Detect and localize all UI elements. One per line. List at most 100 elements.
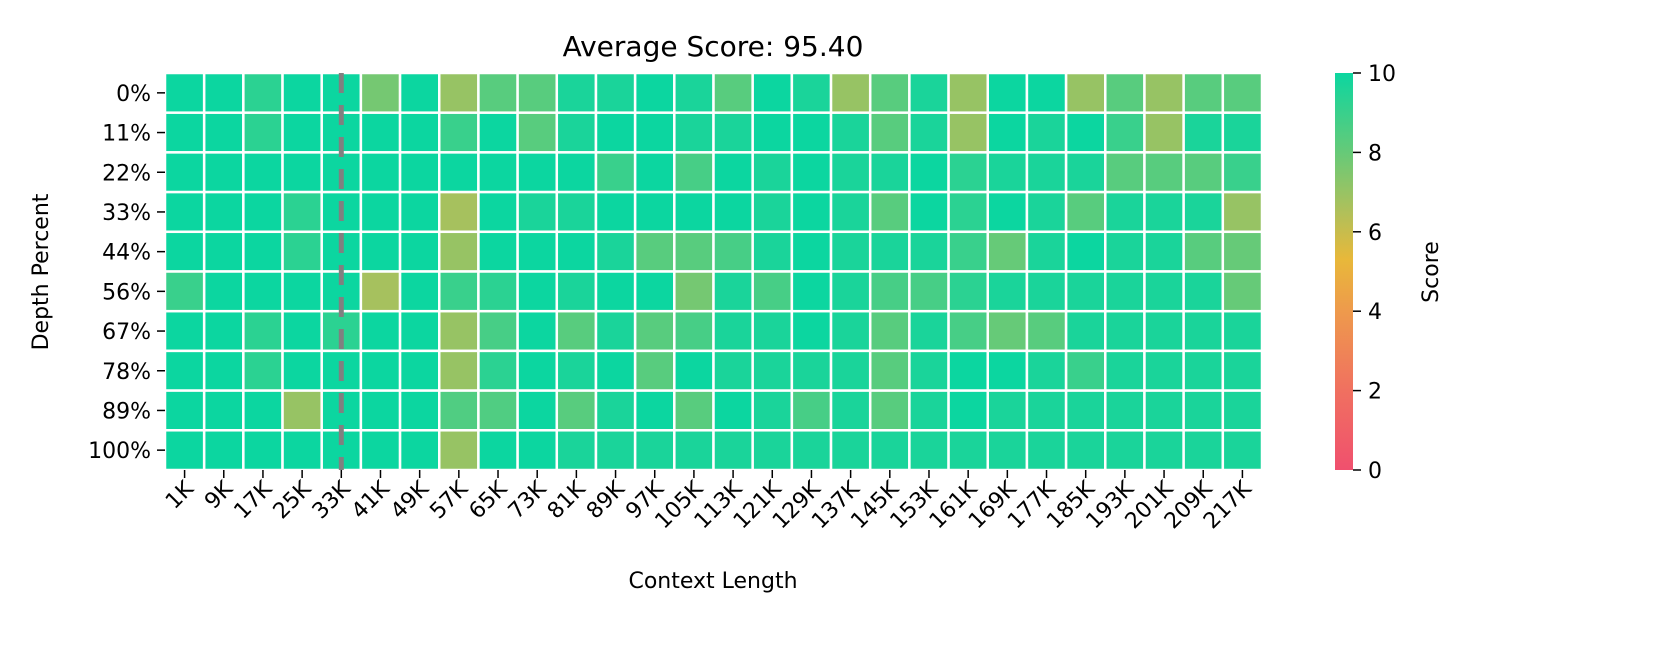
heatmap-cell bbox=[242, 429, 284, 472]
heatmap-cell bbox=[986, 111, 1029, 154]
heatmap-cell bbox=[359, 230, 402, 273]
x-tick-label: 57K bbox=[425, 476, 473, 524]
heatmap-cell bbox=[1064, 270, 1107, 313]
heatmap-cell bbox=[1221, 270, 1264, 313]
heatmap-cell bbox=[1182, 389, 1225, 432]
heatmap-cells bbox=[163, 71, 1264, 472]
heatmap-cell bbox=[1104, 111, 1146, 154]
heatmap-cell bbox=[281, 111, 323, 154]
heatmap-cell bbox=[908, 230, 950, 273]
heatmap-cell bbox=[1064, 190, 1107, 234]
heatmap-cell bbox=[751, 270, 794, 313]
heatmap-cell bbox=[1104, 349, 1146, 392]
colorbar-tick-label: 2 bbox=[1368, 380, 1382, 405]
heatmap-cell bbox=[673, 429, 715, 472]
heatmap-cell bbox=[359, 429, 402, 472]
heatmap-cell bbox=[712, 349, 754, 392]
heatmap-cell bbox=[868, 389, 911, 432]
heatmap-cell bbox=[790, 309, 833, 353]
heatmap-cell bbox=[1221, 230, 1264, 273]
x-tick-label: 25K bbox=[269, 476, 317, 524]
heatmap-cell bbox=[712, 270, 754, 313]
heatmap-cell bbox=[1104, 190, 1146, 234]
heatmap-cell bbox=[477, 111, 519, 154]
heatmap-cell bbox=[281, 230, 323, 273]
y-tick-label: 100% bbox=[88, 439, 151, 464]
heatmap-cell bbox=[751, 71, 794, 114]
heatmap-cell bbox=[868, 151, 911, 194]
y-tick-label: 78% bbox=[102, 360, 151, 385]
heatmap-cell bbox=[1104, 309, 1146, 353]
heatmap-cell bbox=[242, 111, 284, 154]
heatmap-cell bbox=[594, 429, 637, 472]
heatmap-cell bbox=[594, 230, 637, 273]
heatmap-cell bbox=[281, 270, 323, 313]
heatmap-cell bbox=[1025, 230, 1068, 273]
heatmap-cell bbox=[163, 111, 206, 154]
heatmap-cell bbox=[829, 270, 872, 313]
heatmap-cell bbox=[594, 349, 637, 392]
heatmap-cell bbox=[242, 71, 284, 114]
colorbar bbox=[1335, 73, 1353, 470]
heatmap-cell bbox=[751, 309, 794, 353]
heatmap-cell bbox=[1064, 230, 1107, 273]
heatmap-cell bbox=[790, 349, 833, 392]
heatmap-cell bbox=[555, 190, 598, 234]
heatmap-cell bbox=[555, 111, 598, 154]
heatmap-cell bbox=[673, 151, 715, 194]
heatmap-cell bbox=[281, 429, 323, 472]
heatmap-cell bbox=[751, 349, 794, 392]
heatmap-cell bbox=[673, 349, 715, 392]
heatmap-cell bbox=[438, 309, 480, 353]
heatmap-cell bbox=[1064, 349, 1107, 392]
heatmap-cell bbox=[1064, 429, 1107, 472]
heatmap-cell bbox=[790, 190, 833, 234]
heatmap-cell bbox=[1064, 71, 1107, 114]
heatmap-cell bbox=[555, 270, 598, 313]
heatmap-cell bbox=[829, 190, 872, 234]
colorbar-tick-label: 6 bbox=[1368, 221, 1382, 246]
x-tick-label: 41K bbox=[347, 476, 395, 524]
heatmap-cell bbox=[477, 270, 519, 313]
heatmap-cell bbox=[1221, 151, 1264, 194]
heatmap-cell bbox=[516, 230, 559, 273]
heatmap-cell bbox=[163, 389, 206, 432]
heatmap-cell bbox=[438, 389, 480, 432]
heatmap-cell bbox=[712, 230, 754, 273]
heatmap-cell bbox=[829, 151, 872, 194]
colorbar-label: Score bbox=[1419, 241, 1444, 303]
heatmap-cell bbox=[242, 151, 284, 194]
heatmap-cell bbox=[477, 151, 519, 194]
heatmap-cell bbox=[163, 190, 206, 234]
heatmap-cell bbox=[516, 151, 559, 194]
heatmap-cell bbox=[438, 71, 480, 114]
heatmap-cell bbox=[1143, 349, 1185, 392]
heatmap-cell bbox=[712, 190, 754, 234]
heatmap-cell bbox=[555, 230, 598, 273]
heatmap-cell bbox=[281, 349, 323, 392]
y-tick-labels: 0% 11% 22% 33% 44% 56% 67% 78% 89% 100% bbox=[88, 82, 165, 464]
chart-title: Average Score: 95.40 bbox=[563, 30, 864, 63]
heatmap-cell bbox=[673, 71, 715, 114]
heatmap-cell bbox=[986, 309, 1029, 353]
heatmap-cell bbox=[163, 71, 206, 114]
heatmap-cell bbox=[477, 389, 519, 432]
heatmap-cell bbox=[398, 230, 441, 273]
heatmap-cell bbox=[829, 111, 872, 154]
heatmap-cell bbox=[868, 190, 911, 234]
heatmap-cell bbox=[1064, 309, 1107, 353]
heatmap-cell bbox=[868, 111, 911, 154]
colorbar-tick-label: 8 bbox=[1368, 141, 1382, 166]
heatmap-cell bbox=[868, 309, 911, 353]
heatmap-cell bbox=[359, 309, 402, 353]
heatmap-cell bbox=[359, 111, 402, 154]
heatmap-cell bbox=[1025, 349, 1068, 392]
heatmap-cell bbox=[1221, 349, 1264, 392]
x-tick-label: 89K bbox=[582, 476, 630, 524]
heatmap-cell bbox=[202, 389, 245, 432]
heatmap-cell bbox=[751, 151, 794, 194]
heatmap-cell bbox=[751, 230, 794, 273]
heatmap-cell bbox=[1025, 429, 1068, 472]
x-tick-label: 81K bbox=[543, 476, 591, 524]
heatmap-cell bbox=[555, 151, 598, 194]
